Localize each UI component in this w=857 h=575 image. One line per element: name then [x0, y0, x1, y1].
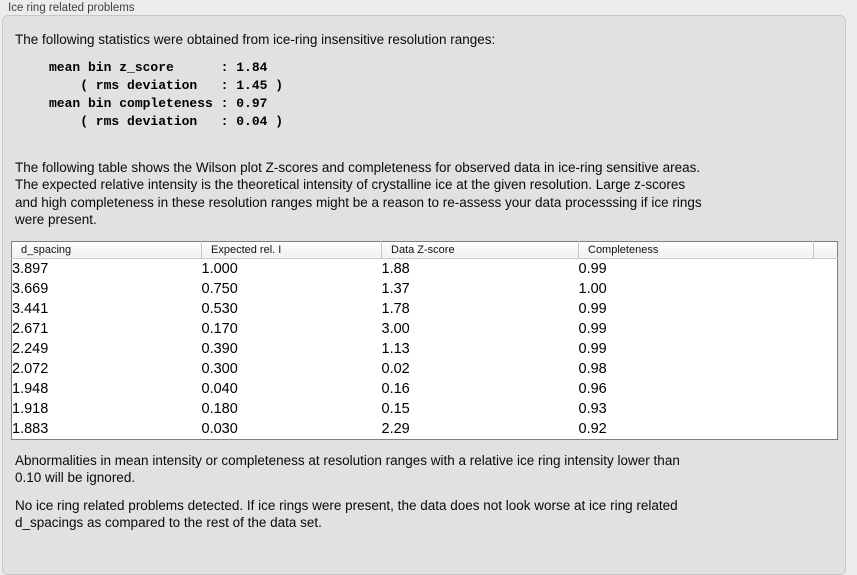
table-cell: 1.918 — [12, 400, 49, 417]
table-cell — [814, 399, 838, 419]
table-cell: 2.671 — [12, 320, 49, 337]
table-cell: 2.249 — [12, 340, 49, 357]
table-cell: 0.99 — [578, 300, 607, 317]
table-header-row: d_spacing Expected rel. I Data Z-score Comp… — [11, 241, 838, 259]
table-cell: 0.390 — [201, 340, 238, 357]
table-cell: 0.040 — [201, 380, 238, 397]
column-header[interactable]: Completeness — [578, 241, 814, 259]
column-header-filler — [813, 241, 838, 259]
table-cell: 3.441 — [12, 300, 49, 317]
table-row[interactable]: 3.441 0.530 1.78 0.99 — [12, 299, 838, 319]
table-cell: 2.29 — [381, 420, 410, 437]
table-cell — [814, 258, 838, 279]
table-cell — [814, 339, 838, 359]
table-cell — [814, 299, 838, 319]
table-cell: 1.88 — [381, 260, 410, 277]
table-cell: 1.883 — [12, 420, 49, 437]
intro-text: The following statistics were obtained f… — [15, 32, 496, 47]
stats-block: mean bin z_score : 1.84 ( rms deviation … — [49, 59, 284, 129]
table-cell: 1.37 — [381, 280, 410, 297]
table-cell: 0.98 — [578, 360, 607, 377]
table-cell: 3.897 — [12, 260, 49, 277]
table-cell — [814, 279, 838, 299]
table-row[interactable]: 2.671 0.170 3.00 0.99 — [12, 319, 838, 339]
panel-title: Ice ring related problems — [8, 2, 135, 14]
table-row[interactable]: 3.669 0.750 1.37 1.00 — [12, 279, 838, 299]
table-cell — [814, 319, 838, 339]
description-text: The following table shows the Wilson plo… — [15, 159, 702, 228]
table-cell: 0.02 — [381, 360, 410, 377]
ice-ring-table: d_spacing Expected rel. I Data Z-score Comp… — [11, 240, 838, 440]
table-cell: 0.96 — [578, 380, 607, 397]
column-header[interactable]: d_spacing — [11, 241, 202, 259]
table-cell: 1.948 — [12, 380, 49, 397]
table-cell: 3.669 — [12, 280, 49, 297]
ignore-note: Abnormalities in mean intensity or compl… — [15, 452, 680, 486]
table-cell: 1.00 — [578, 280, 607, 297]
table-row[interactable]: 1.883 0.030 2.29 0.92 — [12, 419, 838, 440]
table-cell: 2.072 — [12, 360, 49, 377]
table-cell: 1.13 — [381, 340, 410, 357]
table-cell: 1.78 — [381, 300, 410, 317]
table-row[interactable]: 3.897 1.000 1.88 0.99 — [12, 258, 838, 279]
table-cell: 0.180 — [201, 400, 238, 417]
table-cell — [814, 379, 838, 399]
table-cell: 0.92 — [578, 420, 607, 437]
table-row[interactable]: 2.072 0.300 0.02 0.98 — [12, 359, 838, 379]
table-row[interactable]: 1.918 0.180 0.15 0.93 — [12, 399, 838, 419]
table-cell: 0.99 — [578, 340, 607, 357]
table-cell: 0.93 — [578, 400, 607, 417]
ice-ring-groupbox: The following statistics were obtained f… — [2, 15, 846, 575]
table-cell: 0.750 — [201, 280, 238, 297]
table-cell: 0.99 — [578, 260, 607, 277]
table-cell — [814, 419, 838, 440]
table-cell: 0.99 — [578, 320, 607, 337]
table-cell: 0.530 — [201, 300, 238, 317]
table-cell: 0.300 — [201, 360, 238, 377]
table-row[interactable]: 1.948 0.040 0.16 0.96 — [12, 379, 838, 399]
table-cell: 1.000 — [201, 260, 238, 277]
table-cell: 0.16 — [381, 380, 410, 397]
conclusion-text: No ice ring related problems detected. I… — [15, 497, 678, 531]
table-row[interactable]: 2.249 0.390 1.13 0.99 — [12, 339, 838, 359]
column-header[interactable]: Data Z-score — [381, 241, 579, 259]
table-cell: 0.030 — [201, 420, 238, 437]
table-cell: 3.00 — [381, 320, 410, 337]
table-cell — [814, 359, 838, 379]
table-cell: 0.170 — [201, 320, 238, 337]
column-header[interactable]: Expected rel. I — [201, 241, 382, 259]
table-cell: 0.15 — [381, 400, 410, 417]
